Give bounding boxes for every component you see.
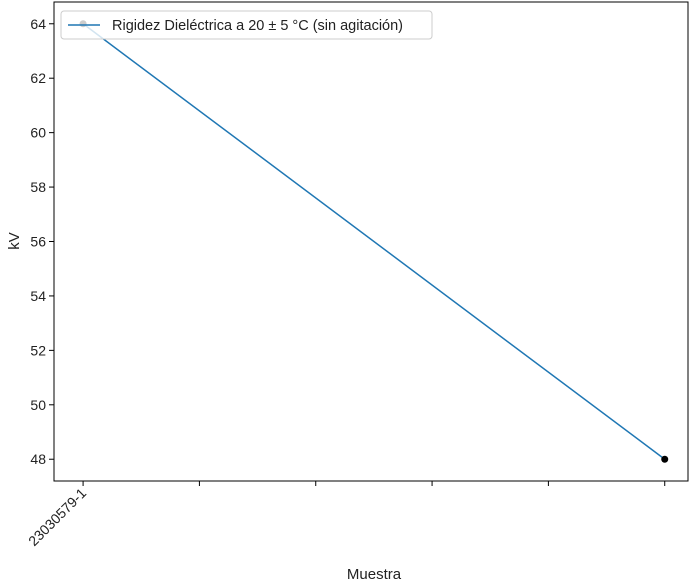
y-tick-label: 64 [30, 16, 46, 32]
y-tick-label: 52 [30, 342, 46, 358]
y-tick-label: 56 [30, 234, 46, 250]
legend: Rigidez Dieléctrica a 20 ± 5 °C (sin agi… [60, 10, 433, 40]
y-tick-label: 58 [30, 179, 46, 195]
x-tick-label: 23030579-1 [25, 485, 89, 549]
data-point [661, 455, 669, 463]
y-tick-label: 54 [30, 288, 46, 304]
y-tick-label: 48 [30, 451, 46, 467]
y-tick-label: 60 [30, 125, 46, 141]
x-axis-ticks: 23030579-1 [25, 481, 666, 549]
y-axis-ticks: 48 50 52 54 56 58 60 62 64 [30, 16, 54, 467]
y-tick-label: 62 [30, 70, 46, 86]
legend-series-label: Rigidez Dieléctrica a 20 ± 5 °C (sin agi… [112, 18, 403, 34]
y-axis-label: kV [6, 232, 23, 250]
legend-box [60, 10, 433, 40]
y-tick-label: 50 [30, 397, 46, 413]
series-line [82, 23, 666, 460]
x-axis-label: Muestra [347, 566, 402, 583]
